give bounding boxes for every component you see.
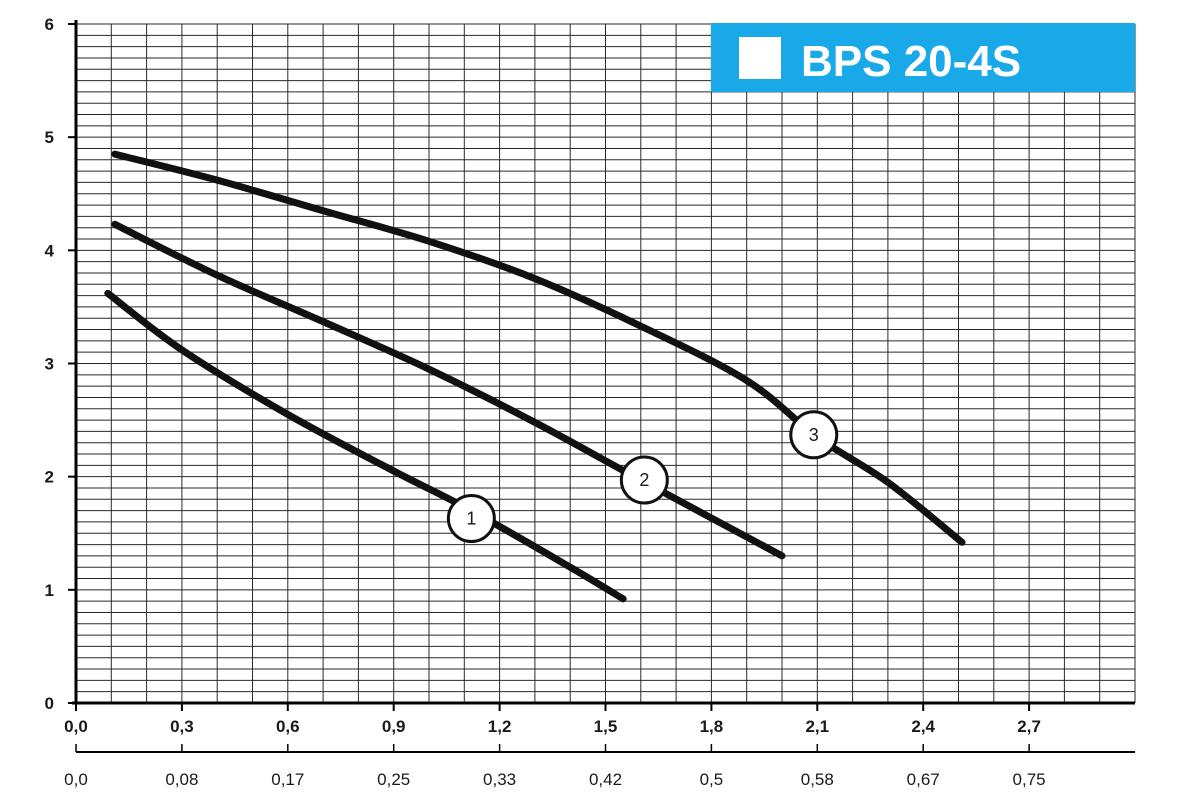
x-tick-label: 0,6	[276, 717, 300, 736]
x-tick-label: 0,9	[382, 717, 406, 736]
y-tick-label: 2	[45, 468, 54, 487]
x2-tick-label: 0,58	[801, 770, 834, 789]
curve-1	[104, 289, 627, 603]
chart-title: BPS 20-4S	[801, 37, 1021, 86]
curve-marker-2	[619, 455, 669, 505]
x2-tick-label: 0,0	[64, 770, 88, 789]
curve-marker-3	[789, 410, 839, 460]
x2-tick-label: 0,08	[165, 770, 198, 789]
title-background	[711, 23, 1135, 92]
x-tick-label: 1,5	[594, 717, 618, 736]
x-tick-label: 1,8	[700, 717, 724, 736]
x2-tick-label: 0,42	[589, 770, 622, 789]
x2-tick-labels: 0,0 0,08 0,17 0,25 0,33 0,42 0,5 0,58 0,67 0,75	[64, 744, 1046, 789]
y-tick-label: 6	[45, 15, 54, 34]
x-tick-label: 0,0	[64, 717, 88, 736]
x-tick-label: 2,7	[1017, 717, 1041, 736]
series-lines: 1 2 3	[104, 150, 966, 603]
y-tick-label: 5	[45, 128, 54, 147]
x2-tick-label: 0,25	[377, 770, 410, 789]
x2-tick-label: 0,5	[700, 770, 724, 789]
x2-tick-label: 0,67	[907, 770, 940, 789]
x-tick-label: 0,3	[170, 717, 194, 736]
curve-2	[111, 220, 786, 560]
x2-tick-label: 0,75	[1013, 770, 1046, 789]
x-tick-labels: 0,0 0,3 0,6 0,9 1,2 1,5 1,8 2,1 2,4 2,7	[64, 703, 1041, 736]
title-banner: BPS 20-4S	[711, 23, 1135, 92]
x2-tick-label: 0,33	[483, 770, 516, 789]
title-square-icon	[739, 37, 781, 79]
x-tick-label: 1,2	[488, 717, 512, 736]
y-tick-label: 4	[45, 241, 55, 260]
y-tick-label: 3	[45, 355, 54, 374]
curve-marker-label-2: 2	[639, 470, 649, 490]
x2-tick-label: 0,17	[271, 770, 304, 789]
curve-3	[111, 150, 966, 546]
y-tick-label: 1	[45, 581, 54, 600]
y-tick-labels: 0 1 2 3 4 5 6	[45, 15, 76, 713]
y-tick-label: 0	[45, 694, 54, 713]
grid	[75, 23, 1136, 704]
curve-marker-label-3: 3	[809, 425, 819, 445]
curve-marker-1	[446, 494, 496, 544]
curve-marker-label-1: 1	[466, 509, 476, 529]
x-tick-label: 2,4	[911, 717, 935, 736]
x-tick-label: 2,1	[805, 717, 829, 736]
